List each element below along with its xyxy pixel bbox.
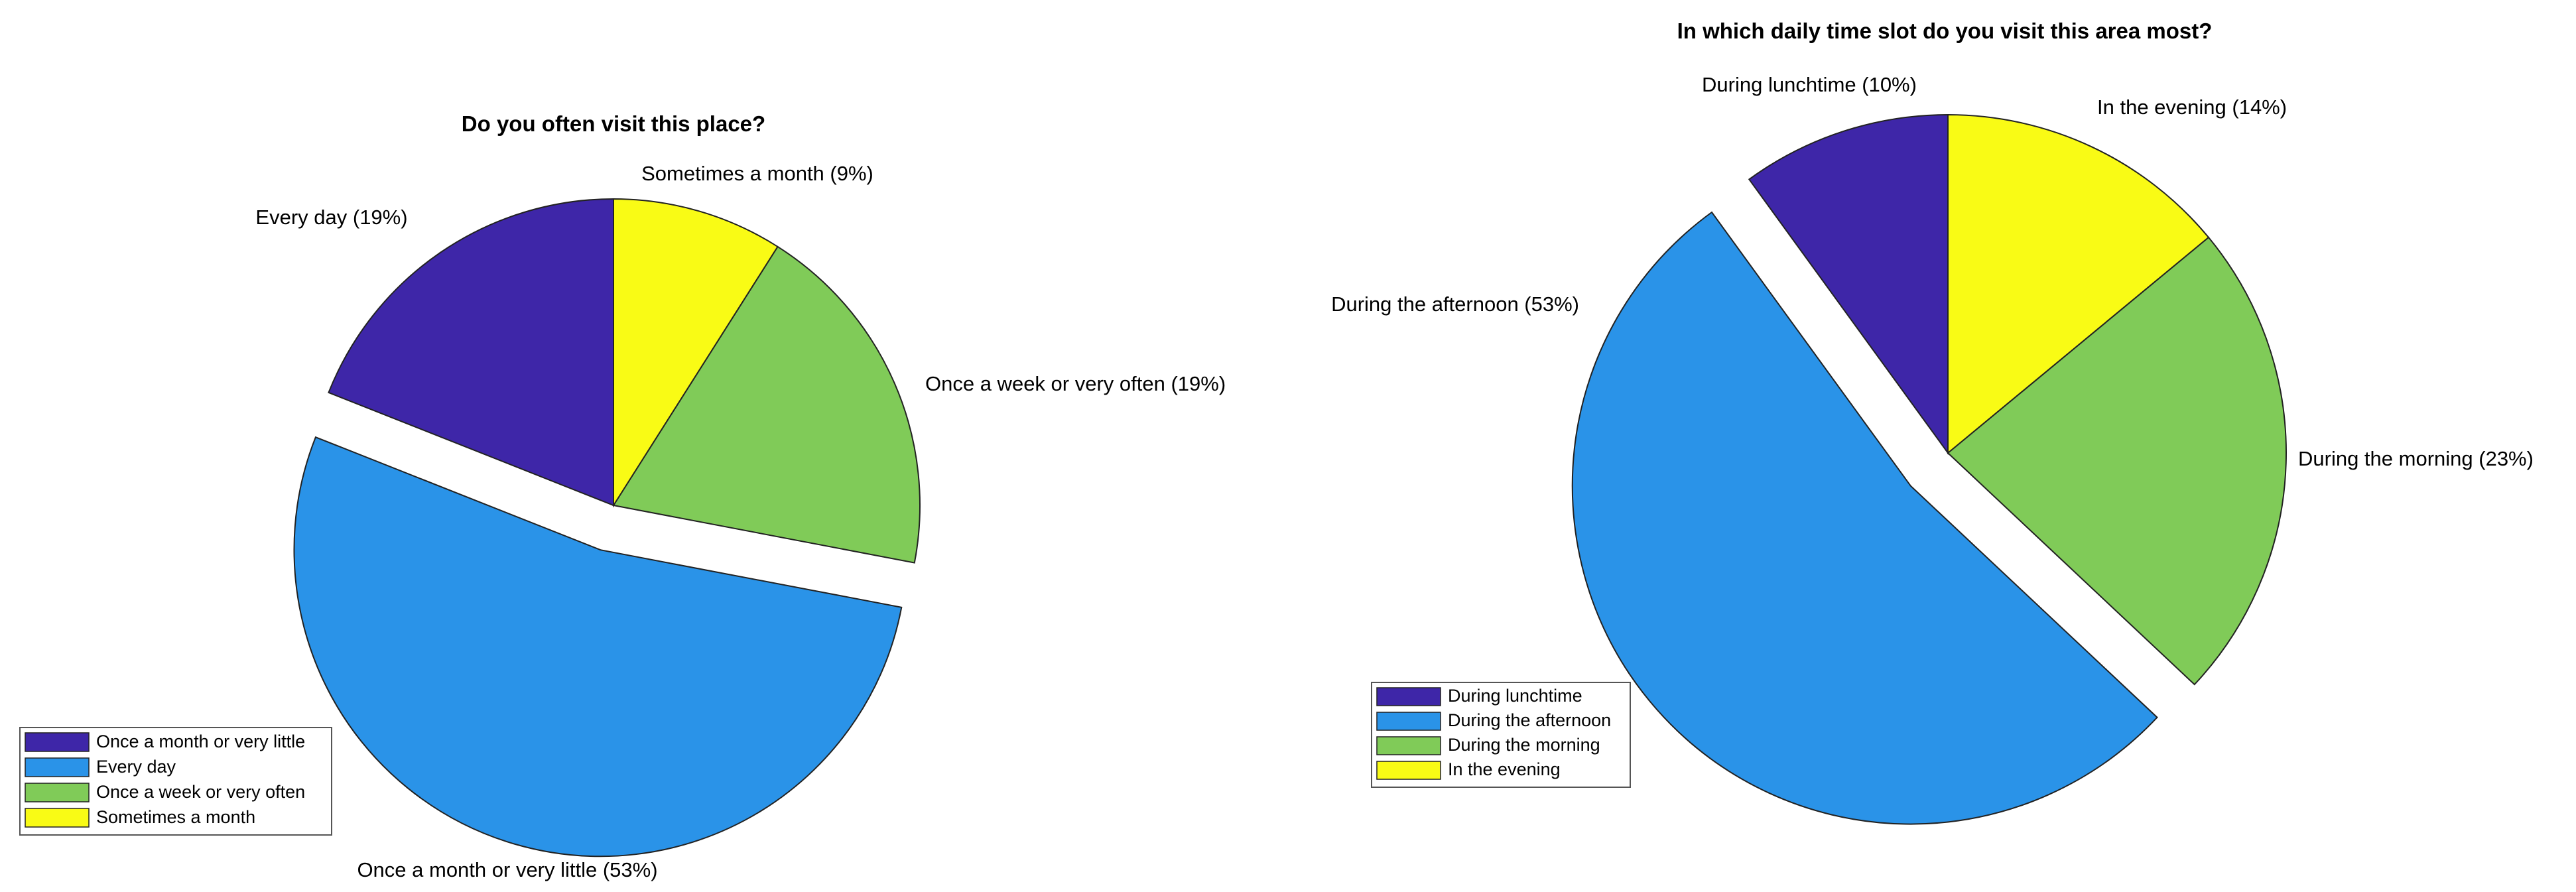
- pie-slice: [613, 198, 779, 508]
- slice-label: Every day (19%): [255, 206, 407, 229]
- pie-slice: [293, 436, 903, 858]
- legend-swatch: [1376, 712, 1441, 731]
- pie-chart-visit-frequency: Do you often visit this place? Every day…: [19, 111, 1226, 881]
- legend-label: During the morning: [1448, 735, 1600, 755]
- legend-label: Every day: [96, 757, 176, 777]
- slice-label: Once a month or very little (53%): [357, 858, 657, 881]
- pie-slice: [1947, 113, 2210, 455]
- legend-label: Once a week or very often: [96, 782, 305, 802]
- pie-slices: [1571, 113, 2287, 825]
- legend-label: In the evening: [1448, 759, 1561, 779]
- pie-slices: [293, 198, 921, 858]
- legend-label: Once a month or very little: [96, 732, 305, 751]
- pie-slice: [612, 245, 921, 564]
- legend-swatch: [25, 732, 90, 752]
- legend: During lunchtime During the afternoon Duri…: [1371, 682, 1631, 788]
- pie-slice: [1748, 113, 1949, 456]
- slice-label: In the evening (14%): [2097, 96, 2287, 119]
- pie-slice: [1947, 236, 2287, 686]
- legend-swatch: [25, 808, 90, 828]
- pie-slice: [328, 198, 614, 507]
- legend-swatch: [1376, 761, 1441, 780]
- chart-title: In which daily time slot do you visit th…: [1677, 19, 2213, 43]
- slice-label: Sometimes a month (9%): [641, 162, 873, 185]
- slice-label: Once a week or very often (19%): [925, 372, 1226, 395]
- legend-swatch: [1376, 687, 1441, 706]
- slice-labels: Every day (19%) Once a month or very litt…: [255, 162, 1226, 881]
- legend-swatch: [25, 783, 90, 802]
- legend-label: During the afternoon: [1448, 710, 1611, 730]
- slice-labels: During lunchtime (10%) During the afterno…: [1331, 73, 2534, 470]
- chart-title: Do you often visit this place?: [462, 111, 765, 136]
- pie-slice: [1571, 211, 2158, 825]
- slice-label: During lunchtime (10%): [1702, 73, 1917, 96]
- pie-chart-time-slot: In which daily time slot do you visit th…: [1331, 19, 2534, 825]
- legend-label: During lunchtime: [1448, 686, 1582, 706]
- legend: Once a month or very little Every day Once…: [19, 727, 332, 836]
- legend-label: Sometimes a month: [96, 807, 255, 827]
- slice-label: During the afternoon (53%): [1331, 292, 1579, 316]
- slice-label: During the morning (23%): [2298, 447, 2534, 470]
- legend-swatch: [25, 757, 90, 777]
- legend-swatch: [1376, 736, 1441, 755]
